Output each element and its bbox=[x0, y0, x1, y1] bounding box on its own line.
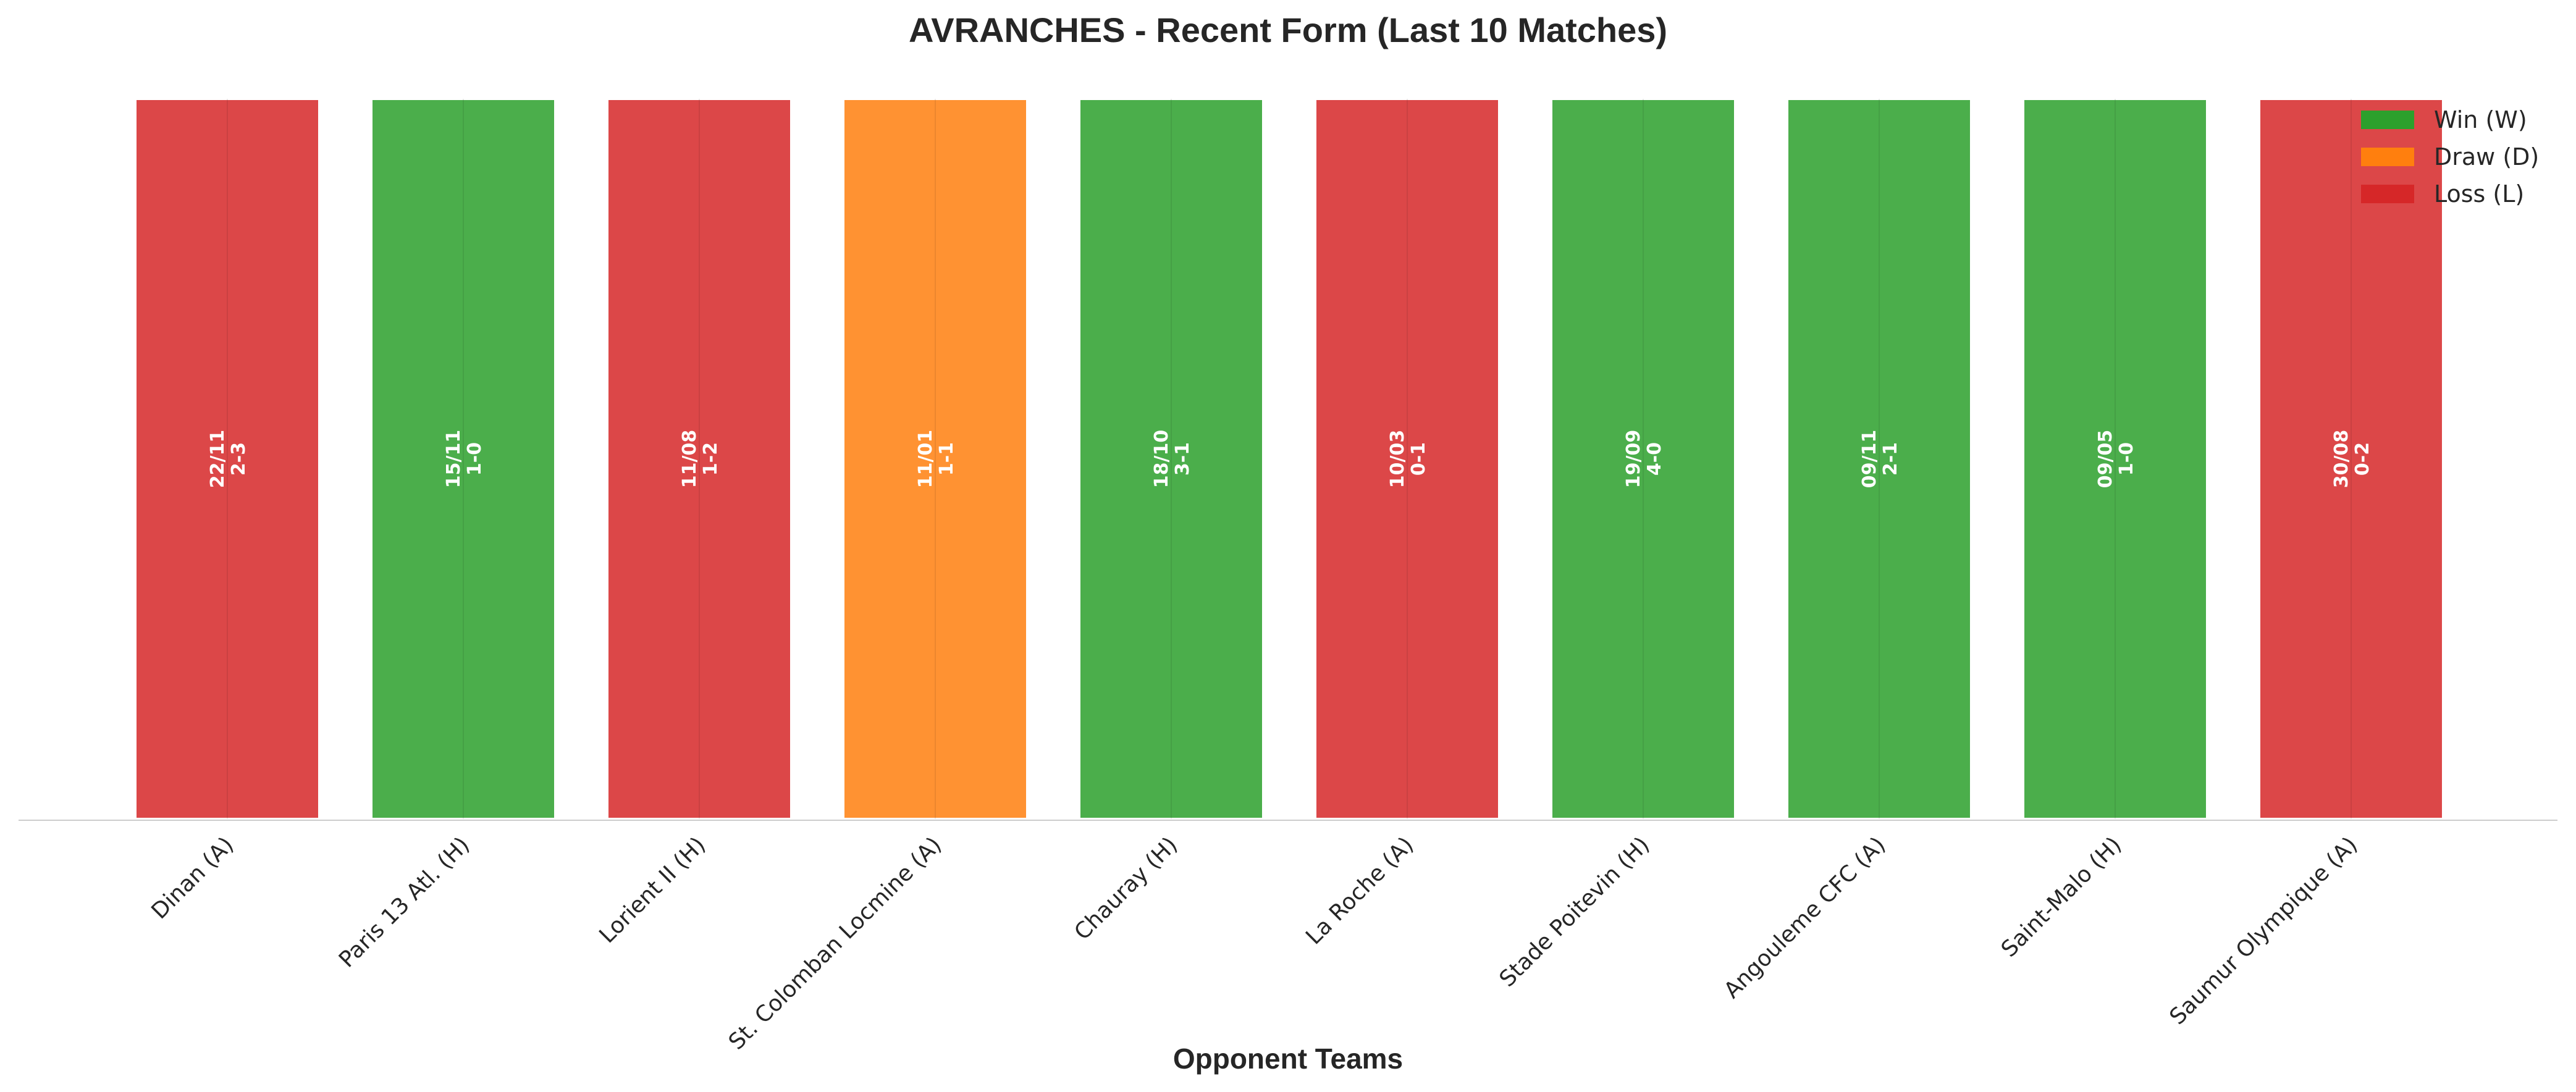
bar-score: 0-2 bbox=[2352, 442, 2373, 476]
bar-label: 11/081-2 bbox=[679, 430, 722, 488]
x-tick-label: Stade Poitevin (H) bbox=[1495, 832, 1655, 992]
bar-score: 1-0 bbox=[2116, 442, 2137, 476]
bar-date: 15/11 bbox=[443, 430, 465, 488]
bar-label: 15/111-0 bbox=[443, 430, 486, 488]
x-tick-label: Lorient II (H) bbox=[595, 832, 711, 948]
x-tick-label: Saumur Olympique (A) bbox=[2165, 832, 2362, 1030]
legend-label-l: Loss (L) bbox=[2434, 180, 2524, 208]
bar-date: 30/08 bbox=[2331, 430, 2352, 488]
x-tick-label: Dinan (A) bbox=[146, 832, 238, 924]
x-tick-label: La Roche (A) bbox=[1301, 832, 1418, 949]
bar-4 bbox=[842, 98, 1029, 820]
bar-5 bbox=[1078, 98, 1265, 820]
bar-label: 10/030-1 bbox=[1387, 430, 1429, 488]
bar-9 bbox=[2022, 98, 2208, 820]
legend: Win (W) Draw (D) Loss (L) bbox=[2361, 106, 2539, 208]
x-axis-label: Opponent Teams bbox=[1173, 1043, 1403, 1075]
bars-group: 22/112-3 15/111-0 11/081-2 11/011-1 18/103-1… bbox=[134, 98, 2444, 820]
bar-7 bbox=[1550, 98, 1736, 820]
x-tick-label: Angouleme CFC (A) bbox=[1719, 832, 1890, 1003]
legend-label-d: Draw (D) bbox=[2434, 143, 2539, 170]
bar-8 bbox=[1786, 98, 1972, 820]
bar-score: 1-0 bbox=[464, 442, 486, 476]
bar-score: 4-0 bbox=[1644, 442, 1665, 476]
x-tick-label: St. Colomban Locmine (A) bbox=[724, 832, 946, 1054]
bar-label: 30/080-2 bbox=[2331, 430, 2373, 488]
bar-date: 09/05 bbox=[2095, 430, 2116, 488]
bar-date: 19/09 bbox=[1623, 430, 1644, 488]
bar-score: 1-2 bbox=[700, 442, 722, 476]
chart-title: AVRANCHES - Recent Form (Last 10 Matches… bbox=[909, 10, 1667, 49]
x-tick-labels: Dinan (A) Paris 13 Atl. (H) Lorient II (H)… bbox=[146, 832, 2362, 1054]
bar-date: 09/11 bbox=[1859, 430, 1880, 488]
bar-score: 2-1 bbox=[1880, 442, 1901, 476]
bar-label: 19/094-0 bbox=[1623, 430, 1665, 488]
legend-swatch-l bbox=[2361, 185, 2414, 203]
bar-10 bbox=[2258, 98, 2444, 820]
bar-label: 09/112-1 bbox=[1859, 430, 1901, 488]
bar-score: 1-1 bbox=[936, 442, 958, 476]
legend-swatch-d bbox=[2361, 148, 2414, 166]
bar-date: 11/01 bbox=[915, 430, 937, 488]
legend-swatch-w bbox=[2361, 111, 2414, 129]
bar-date: 11/08 bbox=[679, 430, 701, 488]
bar-date: 22/11 bbox=[207, 430, 229, 488]
x-tick-label: Paris 13 Atl. (H) bbox=[334, 832, 474, 972]
bar-score: 2-3 bbox=[228, 442, 250, 476]
bar-label: 09/051-0 bbox=[2095, 430, 2137, 488]
bar-score: 3-1 bbox=[1172, 442, 1193, 476]
bar-2 bbox=[370, 98, 557, 820]
bar-1 bbox=[134, 98, 321, 820]
bar-label: 22/112-3 bbox=[207, 430, 250, 488]
bar-3 bbox=[606, 98, 793, 820]
bar-score: 0-1 bbox=[1408, 442, 1429, 476]
bar-date: 10/03 bbox=[1387, 430, 1408, 488]
bar-date: 18/10 bbox=[1151, 430, 1172, 488]
bar-label: 11/011-1 bbox=[915, 430, 958, 488]
bar-6 bbox=[1314, 98, 1501, 820]
bar-label: 18/103-1 bbox=[1151, 430, 1193, 488]
x-tick-label: Chauray (H) bbox=[1069, 832, 1182, 945]
x-tick-label: Saint-Malo (H) bbox=[1997, 832, 2126, 962]
legend-label-w: Win (W) bbox=[2434, 106, 2527, 133]
